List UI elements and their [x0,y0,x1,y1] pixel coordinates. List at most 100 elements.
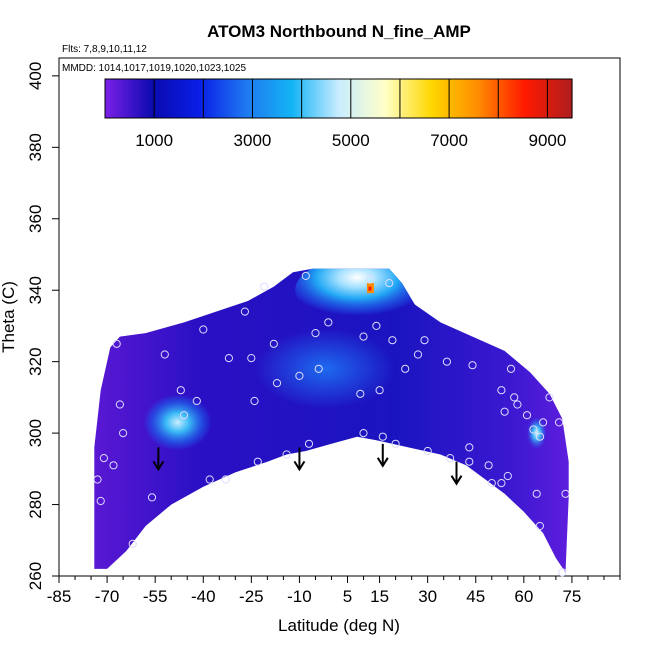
colorbar-segment [230,79,233,118]
colorbar-segment [414,79,418,118]
sample-point [176,386,185,395]
colorbar-segment [236,79,240,118]
sample-point [385,279,394,288]
sample-point [465,443,474,452]
colorbar-segment [429,79,433,118]
colorbar-segment [338,79,342,118]
colorbar-segment [172,79,176,118]
colorbar-segment [264,79,267,118]
colorbar-segment [206,79,210,118]
colorbar-segment [542,79,545,118]
colorbar-segment [270,79,274,118]
colorbar-segment [255,79,259,118]
colorbar-segment [177,79,180,118]
sample-point [199,325,208,334]
sample-point [304,439,314,448]
colorbar-segment [344,79,348,118]
sample-point [391,439,400,448]
colorbar-segment [155,79,159,118]
colorbar-segment [397,79,401,118]
colorbar-segment [476,79,480,118]
colorbar-segment [213,79,216,118]
sample-point [484,461,493,470]
colorbar-segment [285,79,289,118]
sample-point [314,364,323,373]
colorbar-segment [434,79,437,118]
dates-annotation: MMDD: 1014,1017,1019,1020,1023,1025 [62,63,246,74]
colorbar-segment [527,79,531,118]
colorbar-segment [293,79,297,118]
colorbar-segment [215,79,219,118]
colorbar-segment [489,79,492,118]
colorbar-segment [368,79,371,118]
colorbar-segment [298,79,301,118]
colorbar-segment [346,79,350,118]
x-tick-label: -85 [47,587,72,606]
sample-point [224,354,233,363]
colorbar-segment [291,79,295,118]
x-tick-label: 30 [418,587,437,606]
sample-point [503,471,512,481]
x-axis-label: Latitude (deg N) [278,616,400,635]
colorbar-segment [497,79,501,118]
colorbar-segment [569,79,573,118]
colorbar-segment [109,79,112,118]
colorbar-segment [372,79,376,118]
colorbar-segment [535,79,539,118]
colorbar-segment [287,79,291,118]
colorbar-segment [359,79,363,118]
colorbar-segment [406,79,410,118]
colorbar-segment [115,79,119,118]
sample-point [115,400,125,409]
sample-point [558,568,567,577]
sample-point [109,461,118,470]
colorbar-segment [124,79,127,118]
colorbar-segment [506,79,509,118]
sample-point [561,489,570,498]
colorbar-segment [153,79,157,118]
colorbar-segment [559,79,562,118]
sample-point [112,339,121,348]
sample-point [372,321,381,330]
colorbar-segment [194,79,197,118]
colorbar-segment [493,79,497,118]
colorbar-segment [557,79,560,118]
sample-point [192,396,201,406]
sample-point [269,339,278,348]
flights-annotation: Flts: 7,8,9,10,11,12 [62,44,147,55]
colorbar-segment [119,79,123,118]
arrow-head [450,475,463,486]
colorbar-segment [448,79,452,118]
sample-point [375,386,384,395]
colorbar-segment [168,79,172,118]
colorbar-segment [126,79,129,118]
sample-point [311,329,320,338]
colorbar-segment [272,79,276,118]
colorbar-segment [162,79,166,118]
colorbar-segment [431,79,435,118]
colorbar-segment [455,79,458,118]
colorbar-segment [192,79,195,118]
colorbar-segment [514,79,518,118]
colorbar-segment [457,79,461,118]
colorbar-segment [336,79,340,118]
sample-point [205,475,214,484]
sample-point [522,411,532,420]
sample-point [446,454,455,463]
colorbar-segment [121,79,125,118]
colorbar-segment [417,79,420,118]
colorbar-segment [376,79,380,118]
colorbar-segment [179,79,183,118]
colorbar-segment [319,79,323,118]
colorbar-segment [138,79,142,118]
colorbar-segment [484,79,488,118]
colorbar-segment [245,79,248,118]
colorbar-segment [306,79,310,118]
sample-point [413,350,423,359]
colorbar-segment [440,79,444,118]
y-tick-label: 300 [26,419,45,447]
x-tick-label: -70 [95,587,120,606]
colorbar-segment [240,79,244,118]
colorbar-segment [467,79,471,118]
sample-point [401,364,410,373]
